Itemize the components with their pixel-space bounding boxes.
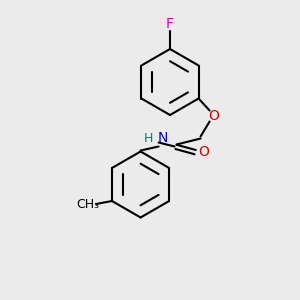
- Text: H: H: [144, 132, 153, 145]
- Text: CH₃: CH₃: [76, 199, 100, 212]
- Text: O: O: [198, 145, 209, 158]
- Text: O: O: [208, 110, 219, 124]
- Text: F: F: [166, 17, 174, 31]
- Text: N: N: [158, 131, 168, 146]
